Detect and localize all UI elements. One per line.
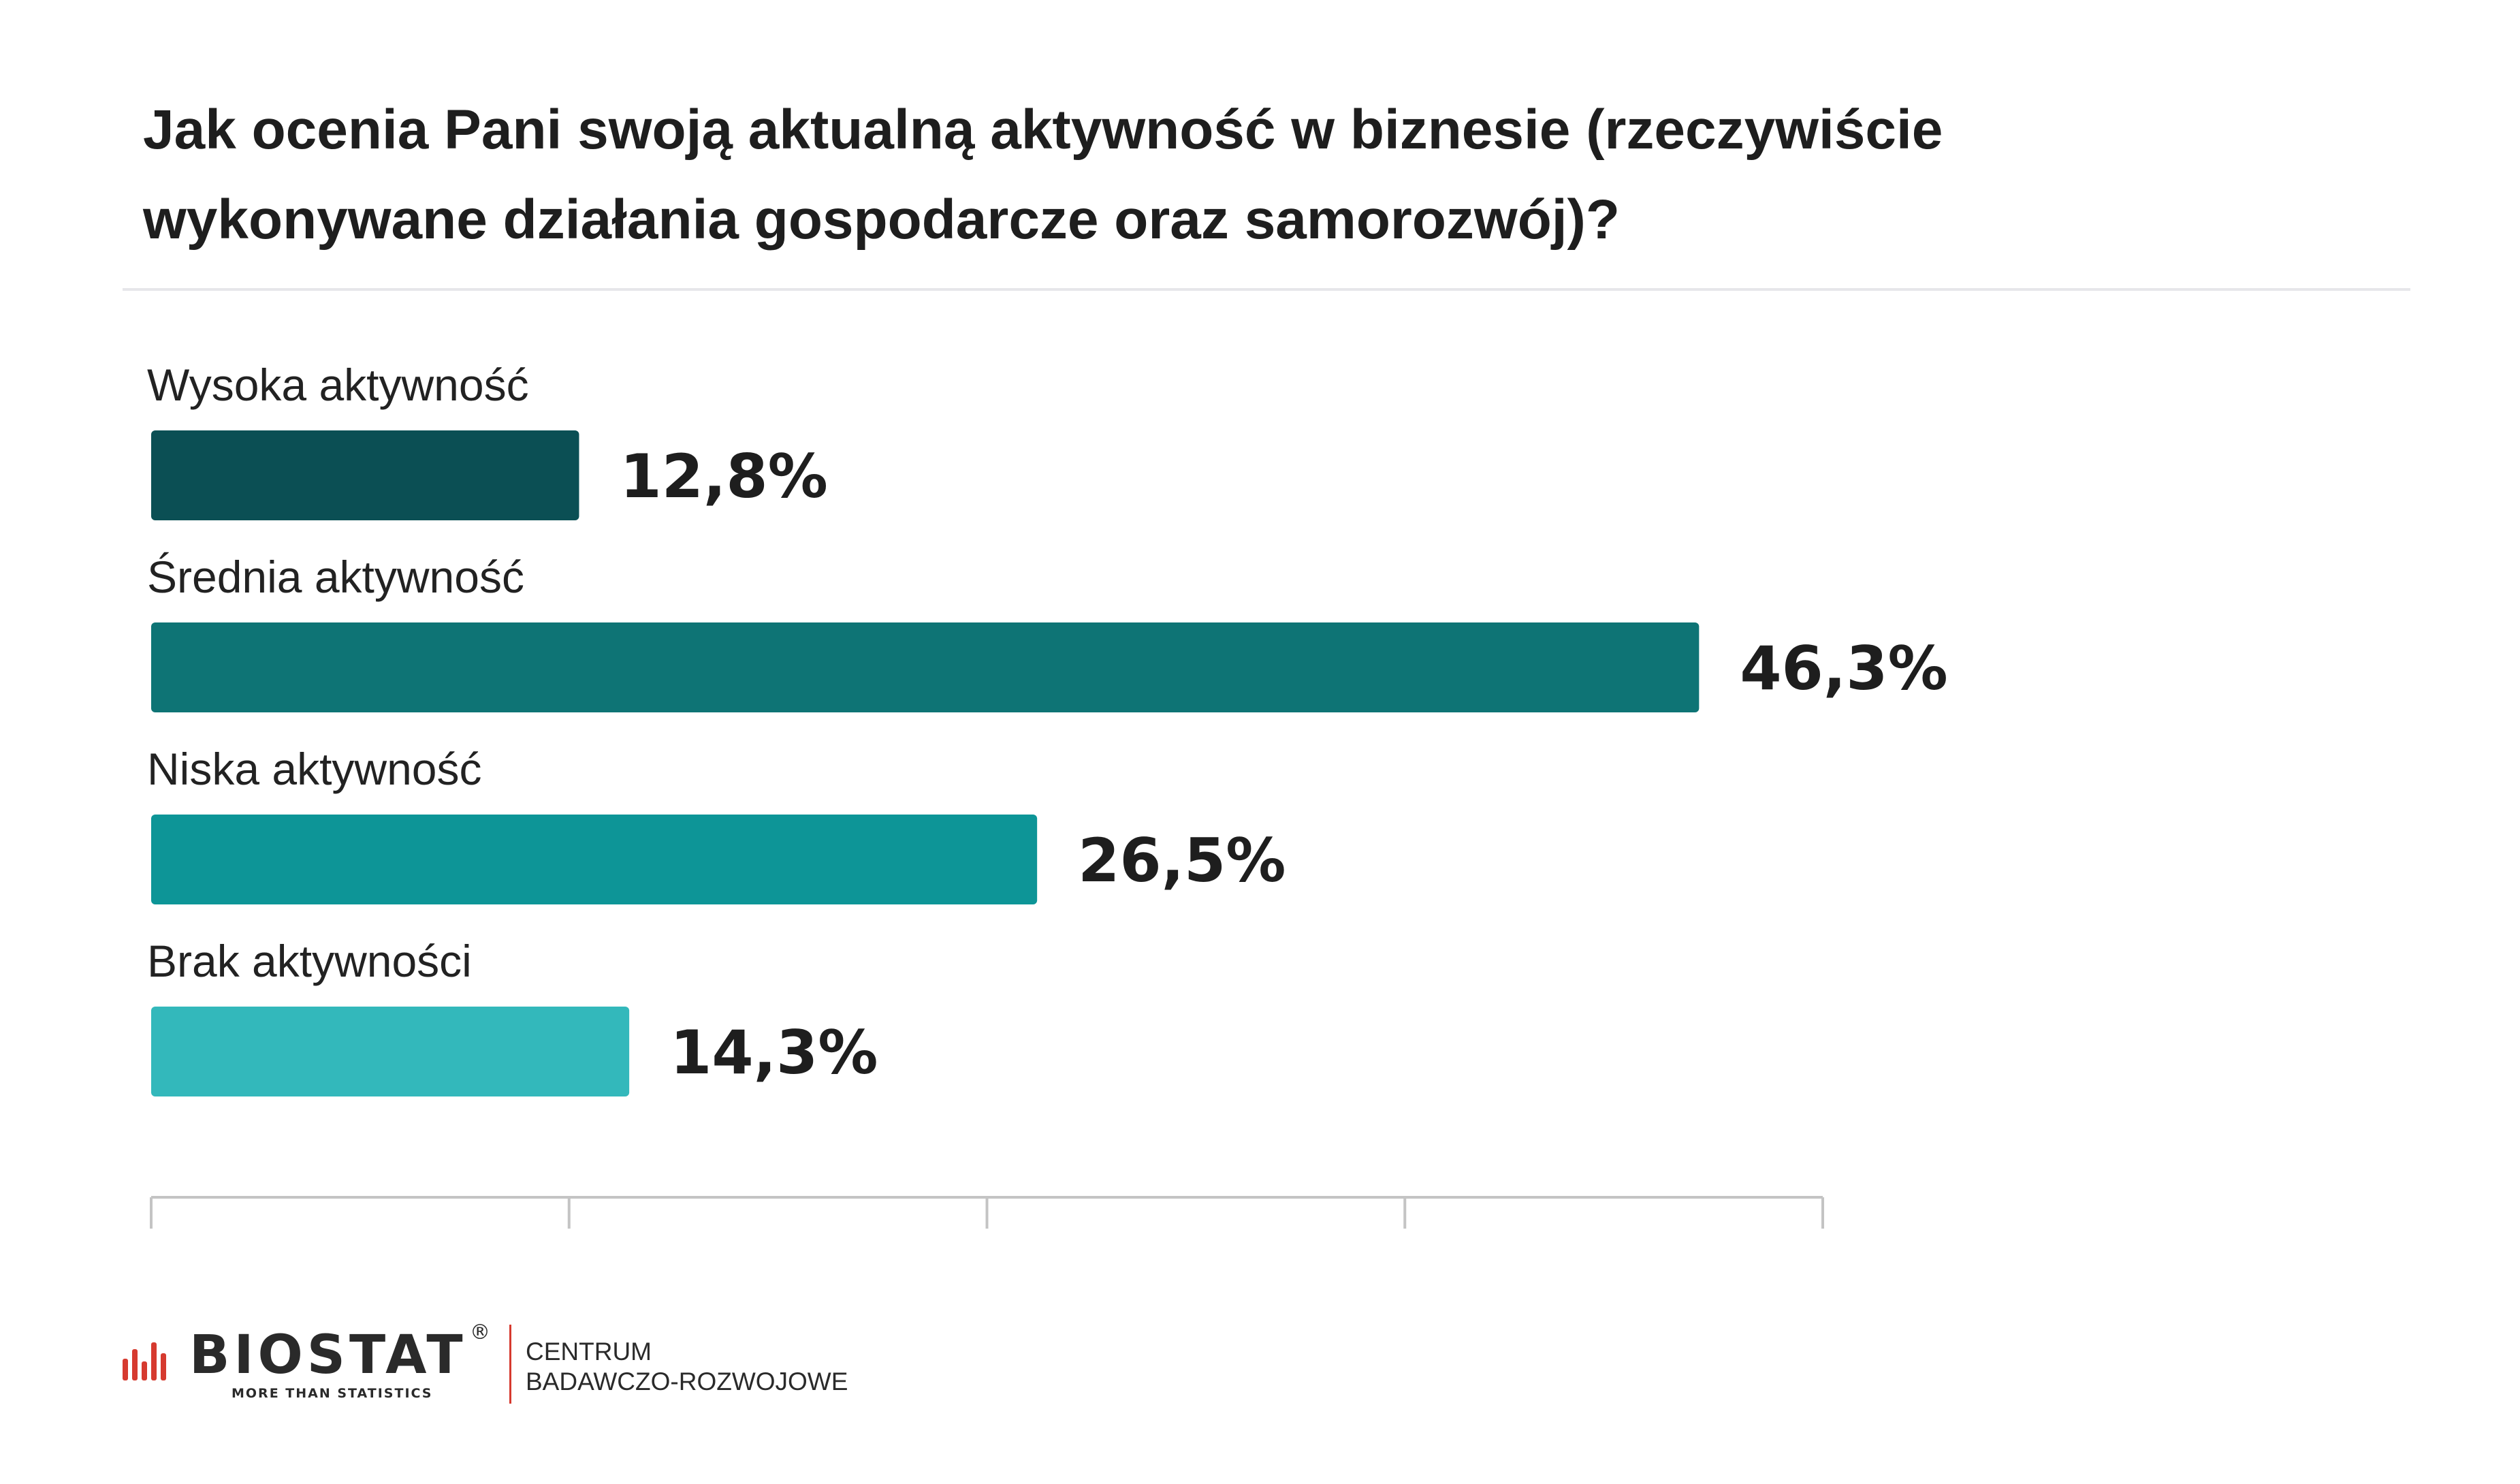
category-label: Niska aktywność: [147, 744, 482, 794]
value-label: 14,3%: [670, 1017, 878, 1088]
category-label: Średnia aktywność: [147, 552, 524, 602]
bar: [151, 815, 1038, 904]
center-name: CENTRUM BADAWCZO-ROZWOJOWE: [526, 1337, 848, 1397]
bar: [151, 430, 579, 520]
title-divider: [123, 288, 2410, 291]
value-label: 46,3%: [1740, 633, 1947, 704]
chart-marks: Wysoka aktywność 12,8% Średnia aktywność 46…: [147, 360, 1948, 1096]
bar-chart: Wysoka aktywność 12,8% Średnia aktywność 46…: [147, 360, 1948, 1229]
category-label: Wysoka aktywność: [147, 360, 529, 410]
biostat-wordmark: BIOSTAT: [189, 1325, 467, 1386]
bar: [151, 1007, 630, 1096]
chart-title-line-1: Jak ocenia Pani swoją aktualną aktywność…: [143, 99, 1943, 161]
center-name-line-1: CENTRUM: [526, 1338, 652, 1365]
chart-axis: [150, 1196, 1824, 1229]
bar: [151, 622, 1700, 712]
registered-mark: ®: [470, 1321, 490, 1344]
chart-title-line-2: wykonywane działania gospodarcze oraz sa…: [143, 189, 1620, 251]
biostat-bars-icon: [123, 1342, 166, 1380]
value-label: 26,5%: [1078, 825, 1286, 896]
value-label: 12,8%: [620, 441, 827, 511]
center-name-line-2: BADAWCZO-ROZWOJOWE: [526, 1368, 848, 1395]
footer-separator: [509, 1325, 511, 1404]
chart-title: Jak ocenia Pani swoją aktualną aktywność…: [143, 85, 2186, 265]
category-label: Brak aktywności: [147, 936, 472, 986]
biostat-tagline: MORE THAN STATISTICS: [232, 1386, 433, 1401]
